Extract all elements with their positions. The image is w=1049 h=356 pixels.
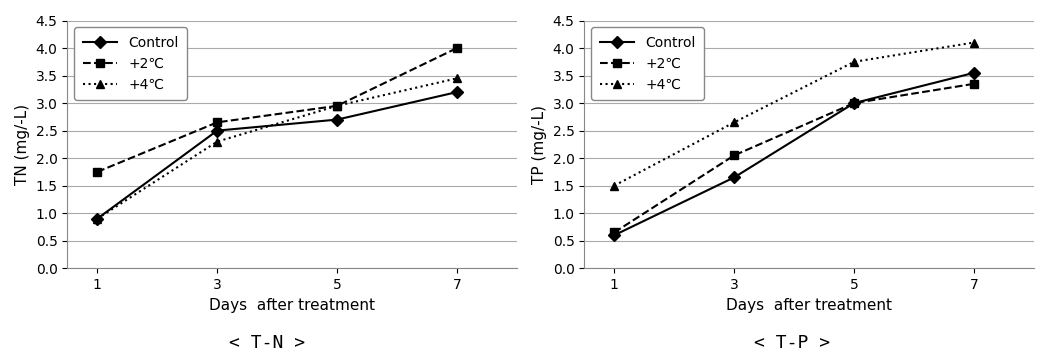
+2℃ <box>330 104 343 108</box>
Control <box>608 233 621 237</box>
Control <box>211 129 223 133</box>
Control <box>728 175 741 179</box>
+4℃ <box>211 140 223 144</box>
+4℃ <box>848 60 860 64</box>
Line: +2℃: +2℃ <box>611 80 979 237</box>
+4℃ <box>968 40 981 44</box>
+2℃ <box>451 46 464 50</box>
Line: +2℃: +2℃ <box>93 44 462 176</box>
+4℃ <box>608 184 621 188</box>
+4℃ <box>330 104 343 108</box>
Y-axis label: TN (mg/-L): TN (mg/-L) <box>15 104 30 185</box>
+2℃ <box>608 230 621 235</box>
Y-axis label: TP (mg/-L): TP (mg/-L) <box>532 105 547 184</box>
X-axis label: Days  after treatment: Days after treatment <box>726 298 892 313</box>
+4℃ <box>728 120 741 125</box>
Line: +4℃: +4℃ <box>93 74 462 223</box>
Line: Control: Control <box>611 69 979 239</box>
Line: Control: Control <box>93 88 462 223</box>
Legend: Control, +2℃, +4℃: Control, +2℃, +4℃ <box>74 27 187 100</box>
Control <box>968 70 981 75</box>
+2℃ <box>91 170 104 174</box>
+4℃ <box>451 76 464 80</box>
Control <box>451 90 464 94</box>
Legend: Control, +2℃, +4℃: Control, +2℃, +4℃ <box>592 27 704 100</box>
+2℃ <box>848 101 860 105</box>
Control <box>330 117 343 122</box>
+2℃ <box>968 82 981 86</box>
+4℃ <box>91 216 104 221</box>
+2℃ <box>728 153 741 157</box>
Line: +4℃: +4℃ <box>611 38 979 190</box>
Text: < T-P >: < T-P > <box>754 334 830 352</box>
Text: < T-N >: < T-N > <box>230 334 305 352</box>
Control <box>848 101 860 105</box>
X-axis label: Days  after treatment: Days after treatment <box>209 298 376 313</box>
Control <box>91 216 104 221</box>
+2℃ <box>211 120 223 125</box>
